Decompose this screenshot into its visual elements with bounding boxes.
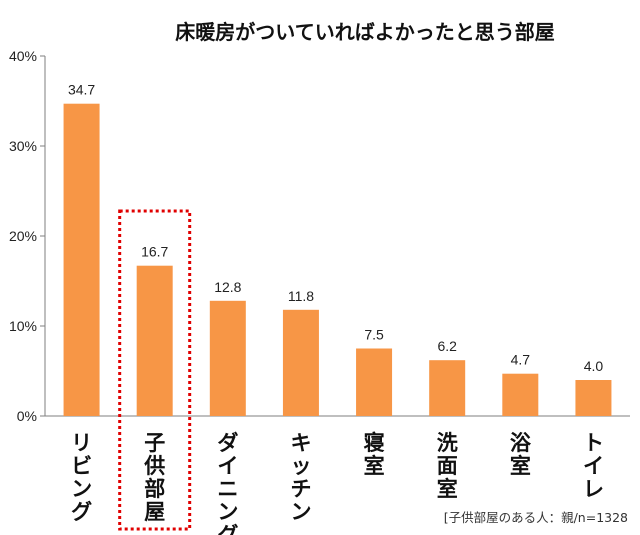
category-label: 洗面室 bbox=[437, 431, 458, 501]
y-axis-ticks: 0% 10% 20% 30% 40% bbox=[9, 48, 45, 424]
bar bbox=[575, 380, 612, 416]
category-label: リビング bbox=[71, 431, 92, 524]
bar bbox=[63, 103, 100, 416]
category-label: 寝室 bbox=[364, 431, 385, 478]
category-labels: リビング 子供部屋 ダイニング キッチン 寝室 洗面室 浴室 トイレ bbox=[71, 431, 604, 535]
data-labels: 34.7 16.7 12.8 11.8 7.5 6.2 4.7 4.0 bbox=[68, 82, 603, 374]
bar-series bbox=[63, 103, 612, 416]
category-label: 子供部屋 bbox=[143, 431, 165, 524]
data-label: 4.0 bbox=[584, 358, 604, 374]
highlight-box bbox=[118, 209, 192, 531]
bar bbox=[502, 373, 539, 416]
data-label: 11.8 bbox=[288, 288, 314, 304]
y-tick-label: 0% bbox=[17, 408, 37, 424]
data-label: 12.8 bbox=[214, 279, 241, 295]
bar bbox=[136, 265, 173, 416]
y-tick-label: 20% bbox=[9, 228, 37, 244]
y-tick-label: 30% bbox=[9, 138, 37, 154]
bar bbox=[356, 348, 393, 416]
bar bbox=[282, 309, 319, 416]
sample-note: [子供部屋のある人：親/n=1328 bbox=[444, 510, 628, 525]
category-label: 浴室 bbox=[510, 431, 532, 478]
category-label: ダイニング bbox=[217, 431, 238, 535]
y-tick-label: 40% bbox=[9, 48, 37, 64]
data-label: 7.5 bbox=[364, 327, 384, 343]
category-label: トイレ bbox=[583, 431, 604, 501]
category-label: キッチン bbox=[290, 431, 311, 524]
data-label: 6.2 bbox=[437, 338, 457, 354]
data-label: 4.7 bbox=[511, 352, 531, 368]
data-label: 16.7 bbox=[141, 244, 168, 260]
y-tick-label: 10% bbox=[9, 318, 37, 334]
bar bbox=[209, 300, 246, 416]
bar bbox=[429, 360, 466, 416]
chart-title: 床暖房がついていればよかったと思う部屋 bbox=[175, 20, 554, 44]
data-label: 34.7 bbox=[68, 82, 95, 98]
